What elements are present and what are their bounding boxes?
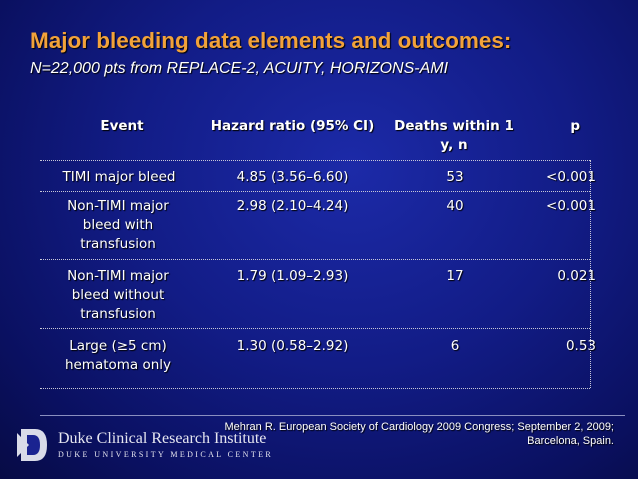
table-bottom-border: [40, 388, 590, 389]
logo-name: Duke Clinical Research Institute: [58, 430, 267, 447]
row-1-deaths: 53: [446, 169, 464, 185]
row-1-event: TIMI major bleed: [62, 169, 176, 185]
row-2-hazard-ratio: 2.98 (2.10–4.24): [236, 198, 349, 214]
row-4-hazard-ratio: 1.30 (0.58–2.92): [236, 338, 349, 354]
table-right-border: [590, 160, 591, 388]
duke-shield-logo-icon: [15, 425, 51, 469]
logo-subtitle: DUKE UNIVERSITY MEDICAL CENTER: [58, 450, 274, 459]
row-4-event: Large (≥5 cm) hematoma only: [64, 338, 172, 373]
header-p: p: [570, 118, 580, 134]
footer-rule: [40, 415, 625, 416]
row-divider-2: [40, 259, 590, 260]
row-2-deaths: 40: [446, 198, 464, 214]
row-3-deaths: 17: [446, 268, 464, 284]
header-event: Event: [100, 118, 144, 134]
row-1-p: <0.001: [546, 169, 596, 185]
row-2-p: <0.001: [546, 198, 596, 214]
row-1-hazard-ratio: 4.85 (3.56–6.60): [236, 169, 349, 185]
header-divider: [40, 160, 590, 161]
citation: Mehran R. European Society of Cardiology…: [224, 421, 614, 447]
row-divider-1: [40, 191, 590, 192]
slide-title: Major bleeding data elements and outcome…: [30, 28, 512, 53]
row-3-event: Non-TIMI major bleed without transfusion: [67, 268, 169, 322]
row-3-hazard-ratio: 1.79 (1.09–2.93): [236, 268, 349, 284]
row-4-deaths: 6: [450, 338, 460, 354]
row-4-p: 0.53: [565, 338, 596, 354]
header-hazard-ratio: Hazard ratio (95% CI): [210, 118, 375, 134]
row-2-event: Non-TIMI major bleed with transfusion: [67, 198, 169, 252]
row-3-p: 0.021: [557, 268, 596, 284]
header-deaths: Deaths within 1 y, n: [394, 118, 514, 153]
slide-subtitle: N=22,000 pts from REPLACE-2, ACUITY, HOR…: [30, 60, 449, 77]
row-divider-3: [40, 328, 590, 329]
